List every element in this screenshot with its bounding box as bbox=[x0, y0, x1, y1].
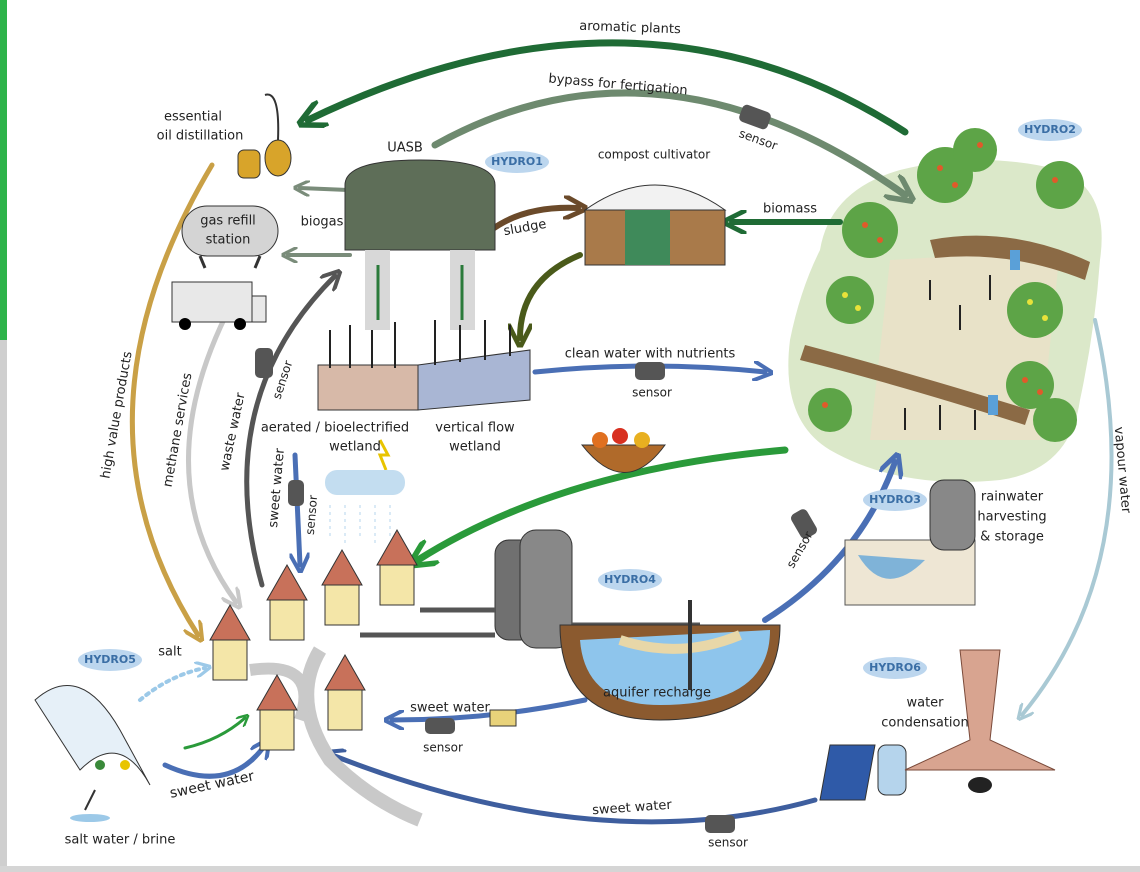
component-label: wetland bbox=[329, 440, 381, 455]
component-label: wetland bbox=[449, 440, 501, 455]
component-label: UASB bbox=[387, 141, 423, 156]
badge: HYDRO1 bbox=[491, 155, 543, 168]
solar-panel bbox=[820, 745, 906, 800]
component-label: aerated / bioelectrified bbox=[261, 421, 409, 436]
badge: HYDRO3 bbox=[869, 493, 921, 506]
badge: HYDRO5 bbox=[84, 653, 136, 666]
arrow bbox=[300, 188, 348, 190]
badge: HYDRO6 bbox=[869, 661, 921, 674]
compost-cultivator bbox=[585, 185, 725, 265]
component-label: aquifer recharge bbox=[603, 686, 711, 701]
component-label: rainwater bbox=[981, 490, 1044, 505]
sensor-label: sensor bbox=[708, 836, 748, 850]
sensor-label: sensor bbox=[423, 741, 463, 755]
component-label: station bbox=[206, 233, 251, 248]
flow-label: biomass bbox=[763, 202, 817, 217]
diagram: aromatic plants bypass for fertigation s… bbox=[0, 0, 1140, 872]
sensor-label: sensor bbox=[632, 386, 672, 400]
flow-label: clean water with nutrients bbox=[565, 347, 736, 362]
component-label: harvesting bbox=[977, 510, 1046, 525]
side-bar bbox=[0, 0, 7, 340]
badge: HYDRO2 bbox=[1024, 123, 1076, 136]
flow-label: salt bbox=[158, 645, 181, 660]
side-bar bbox=[0, 340, 7, 872]
badge: HYDRO4 bbox=[604, 573, 656, 586]
flow-label: biogas bbox=[301, 215, 344, 230]
component-label: gas refill bbox=[200, 214, 256, 229]
component-label: condensation bbox=[881, 716, 968, 731]
component-label: water bbox=[906, 696, 944, 711]
component-label: compost cultivator bbox=[598, 148, 710, 162]
component-label: & storage bbox=[980, 530, 1044, 545]
component-label: vertical flow bbox=[435, 421, 515, 436]
bottom-bar bbox=[0, 866, 1140, 872]
flow-label: sweet water bbox=[410, 701, 490, 716]
component-label: oil distillation bbox=[157, 129, 244, 144]
component-label: essential bbox=[164, 110, 222, 125]
component-label: salt water / brine bbox=[65, 833, 176, 848]
